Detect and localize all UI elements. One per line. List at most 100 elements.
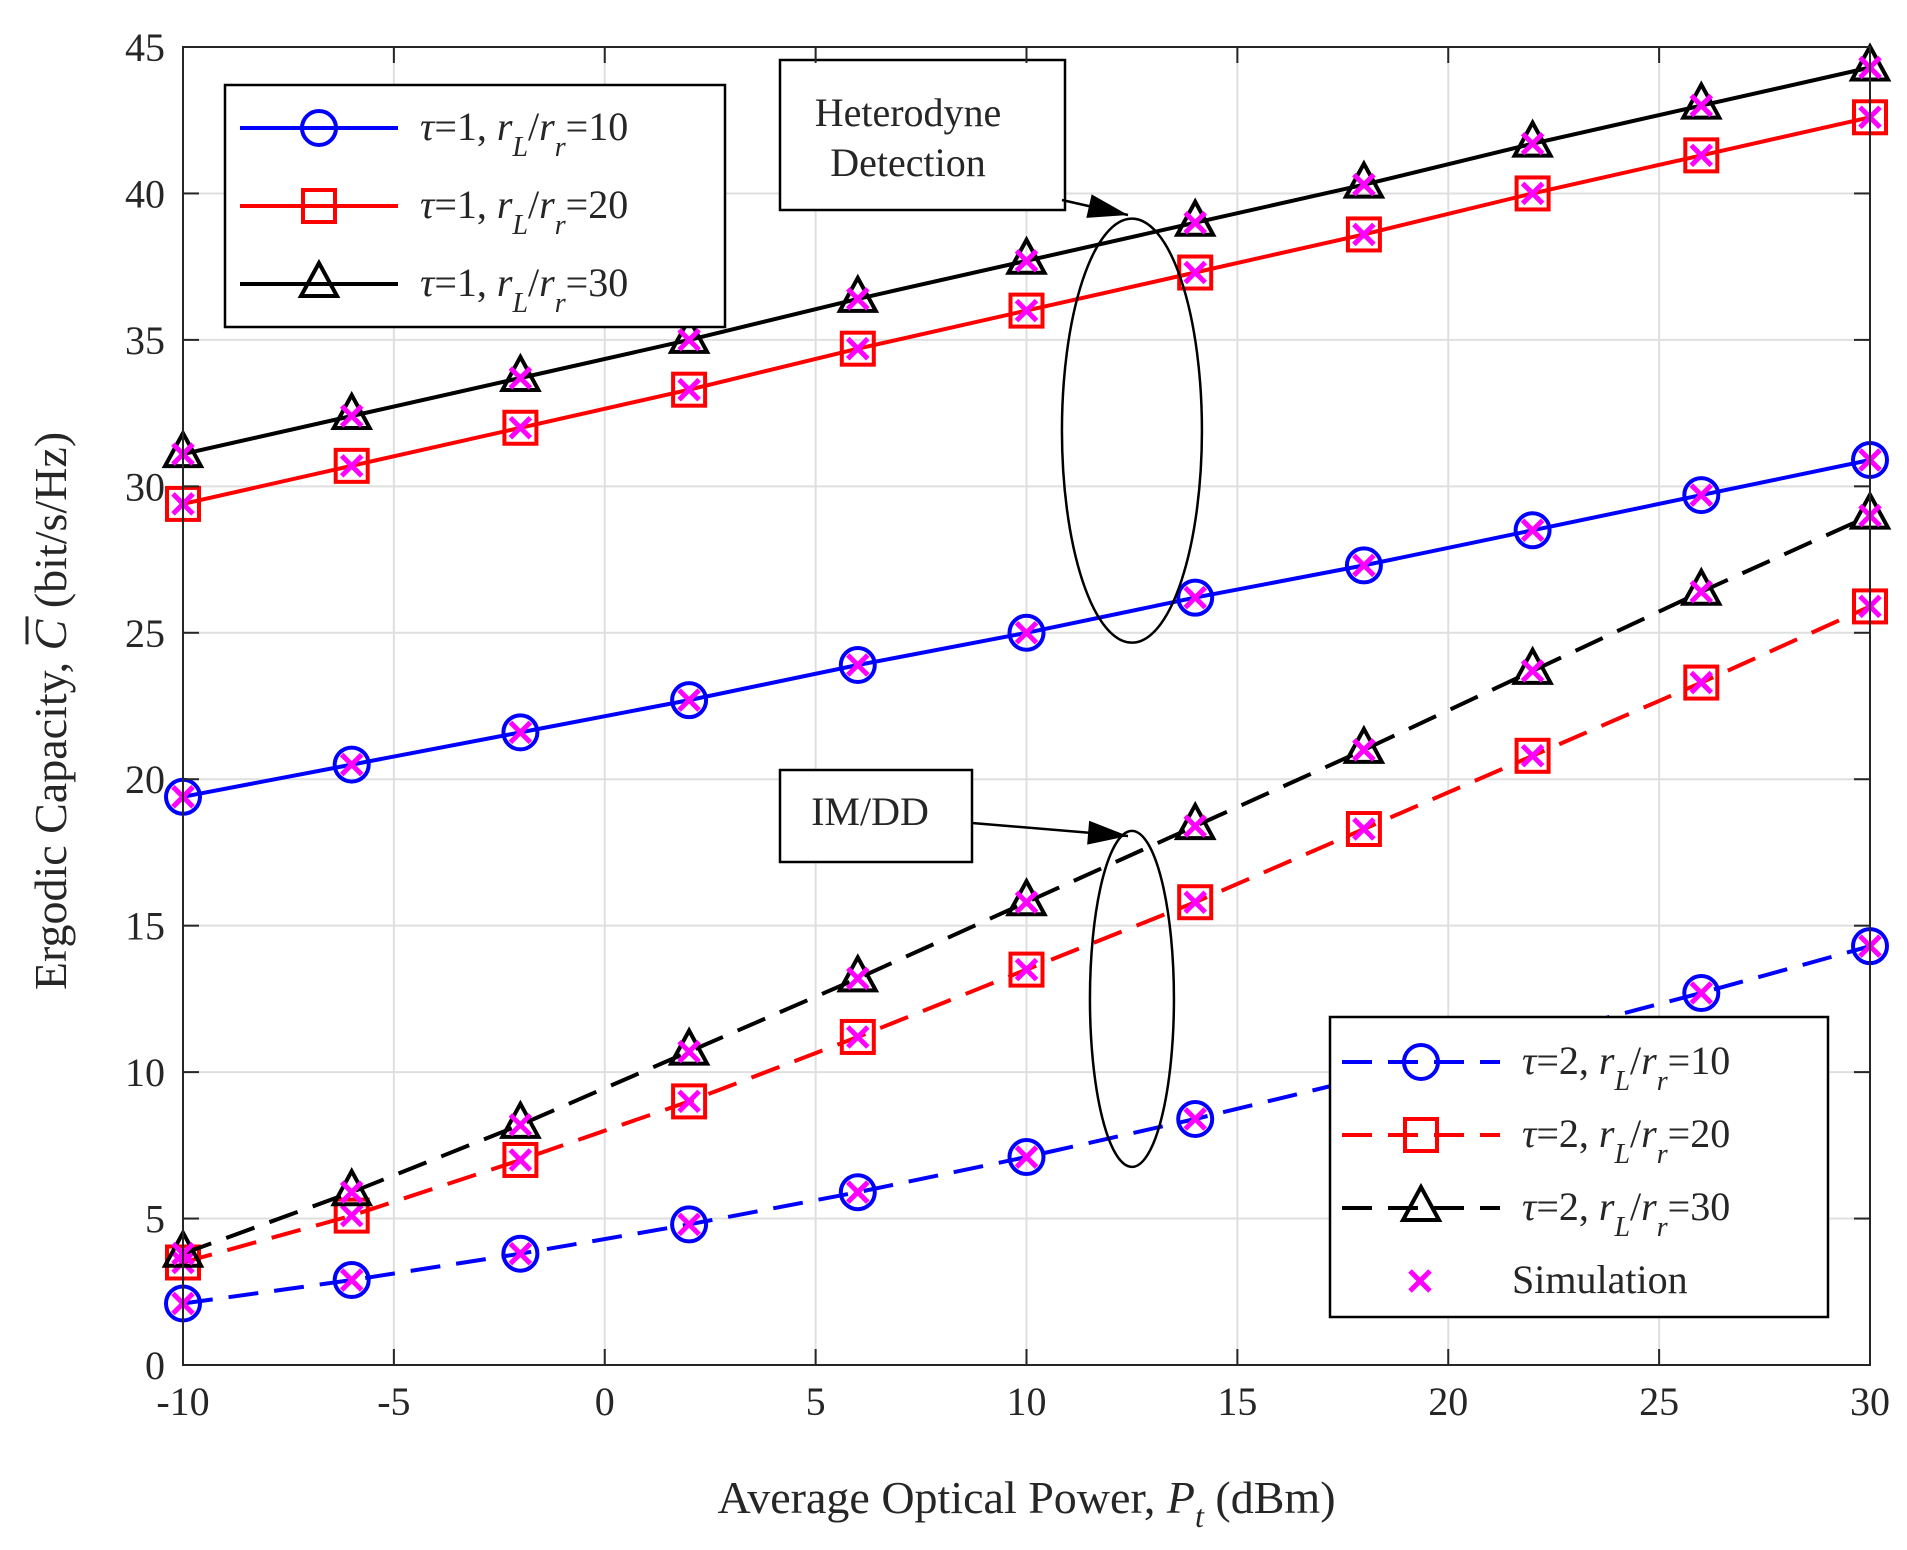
data-point-s6 <box>667 1026 711 1066</box>
legend-entry-s1: τ=1, rL/rr=10 <box>240 104 628 163</box>
data-point-s3 <box>1005 235 1048 275</box>
data-point-s2 <box>1683 137 1720 174</box>
legend-r-symbol: r <box>497 104 513 149</box>
x-tick-label: -10 <box>156 1379 209 1424</box>
data-point-s3 <box>1679 80 1723 120</box>
simulation-point-s6 <box>677 1039 701 1064</box>
simulation-point-s1 <box>677 688 701 712</box>
simulation-point-s1 <box>339 752 364 777</box>
simulation-point-s2-stroke <box>1183 260 1207 285</box>
simulation-point-s5 <box>1183 890 1207 915</box>
simulation-point-s4-stroke <box>339 1268 364 1292</box>
data-point-s3 <box>1511 118 1554 158</box>
legend-ratio-value: =10 <box>566 104 629 149</box>
simulation-point-s6-stroke <box>1183 814 1207 838</box>
data-point-s5 <box>1177 884 1214 921</box>
data-point-s1 <box>501 713 540 752</box>
data-point-s4 <box>1176 1099 1215 1138</box>
y-tick-label: 20 <box>125 757 165 802</box>
simulation-point-s2-stroke <box>1689 143 1714 168</box>
annotation-text: Detection <box>830 140 986 185</box>
x-tick-label: -5 <box>377 1379 410 1424</box>
legend-label: τ=2, rL/rr=30 <box>1522 1184 1730 1243</box>
legend-r-symbol: r <box>497 260 513 305</box>
annotation-text: Heterodyne <box>815 90 1002 135</box>
axis-ticks: -10 -5 0 5 10 15 20 25 30 0 5 10 15 20 25 30 35 40 45 <box>125 25 1890 1424</box>
legend-sub-l: L <box>1613 1066 1630 1097</box>
legend-slash: / <box>528 104 540 149</box>
legend-sub-r: r <box>555 132 566 163</box>
simulation-point-s5-stroke <box>1183 890 1207 915</box>
data-point-s3 <box>836 273 880 313</box>
legend-tau-symbol: τ <box>420 104 436 149</box>
legend-sub-r: r <box>1657 1139 1668 1170</box>
legend-tau-symbol: τ <box>1522 1184 1538 1229</box>
legend-entry-s3: τ=1, rL/rr=30 <box>240 258 628 319</box>
simulation-point-s1-stroke <box>1183 585 1207 610</box>
simulation-point-s4 <box>846 1180 870 1204</box>
simulation-point-s2-stroke <box>1520 181 1545 206</box>
data-point-s5 <box>502 1141 539 1178</box>
annotation-box <box>778 768 974 864</box>
legend-entry-s6: τ=2, rL/rr=30 <box>1342 1182 1730 1243</box>
legend-sub-r: r <box>555 210 566 241</box>
legend-marker <box>300 109 338 147</box>
annotation-imdd: IM/DD <box>778 768 1176 1169</box>
legend-r-symbol: r <box>539 182 555 227</box>
data-point-s2 <box>1345 216 1382 253</box>
x-axis-title-suffix: (dBm) <box>1204 1472 1336 1523</box>
simulation-point-s2-stroke <box>846 336 870 361</box>
legend-sub-l: L <box>1613 1139 1630 1170</box>
legend-sub-l: L <box>511 210 528 241</box>
annotation-box <box>778 58 1067 212</box>
simulation-point-s1-stroke <box>1014 621 1039 645</box>
simulation-point-s6 <box>1689 580 1714 604</box>
x-tick-label: 30 <box>1850 1379 1890 1424</box>
legend-tau-value: =2, <box>1536 1111 1599 1156</box>
legend-marker <box>301 188 337 224</box>
arrow-head <box>1086 194 1128 218</box>
legend-box <box>1328 1015 1830 1319</box>
legend-entry-simulation: Simulation <box>1408 1257 1688 1302</box>
simulation-point-s1 <box>1689 483 1714 507</box>
legend-r-symbol: r <box>1641 1184 1657 1229</box>
simulation-point-s2 <box>1689 143 1714 168</box>
y-tick-label: 40 <box>125 171 165 216</box>
series-line-s6 <box>182 513 1871 1256</box>
legend-label: τ=2, rL/rr=10 <box>1522 1038 1730 1097</box>
simulation-point-s1-stroke <box>1689 483 1714 507</box>
simulation-point-s5-stroke <box>339 1203 364 1228</box>
simulation-point-s5 <box>1014 957 1039 982</box>
legend-marker-simulation-stroke <box>1408 1269 1432 1293</box>
simulation-point-s6-stroke <box>1352 738 1376 762</box>
legend-slash: / <box>1630 1038 1642 1083</box>
simulation-point-s1 <box>1352 553 1376 578</box>
x-axis-title-subscript: t <box>1195 1498 1205 1534</box>
simulation-point-s5 <box>1520 744 1545 768</box>
simulation-point-s2-stroke <box>339 454 364 478</box>
legend-marker-simulation <box>1408 1269 1432 1293</box>
data-point-s4 <box>332 1261 371 1300</box>
legend-top-left: τ=1, rL/rr=10τ=1, rL/rr=20τ=1, rL/rr=30 <box>223 83 727 329</box>
simulation-point-s4-stroke <box>508 1241 533 1266</box>
simulation-point-s3-stroke <box>846 287 870 311</box>
simulation-point-s1-stroke <box>508 720 533 745</box>
simulation-point-s5 <box>1689 670 1714 695</box>
y-tick-label: 0 <box>145 1343 165 1388</box>
simulation-point-s3 <box>677 328 701 352</box>
simulation-point-s5 <box>508 1148 533 1172</box>
simulation-point-s5-stroke <box>1014 957 1039 982</box>
simulation-point-s4 <box>339 1268 364 1292</box>
data-point-s2 <box>333 447 370 484</box>
simulation-point-s5-stroke <box>1689 670 1714 695</box>
legend-marker <box>1403 1117 1439 1153</box>
simulation-point-s6-stroke <box>339 1180 364 1204</box>
data-point-s3 <box>330 390 374 431</box>
simulation-point-s1 <box>846 653 870 677</box>
legend-tau-value: =1, <box>434 260 497 305</box>
series-s3 <box>161 42 1892 469</box>
legend-r-symbol: r <box>539 104 555 149</box>
data-point-s6 <box>836 953 880 993</box>
data-point-s1 <box>1513 511 1552 550</box>
simulation-point-s2 <box>1014 298 1039 323</box>
